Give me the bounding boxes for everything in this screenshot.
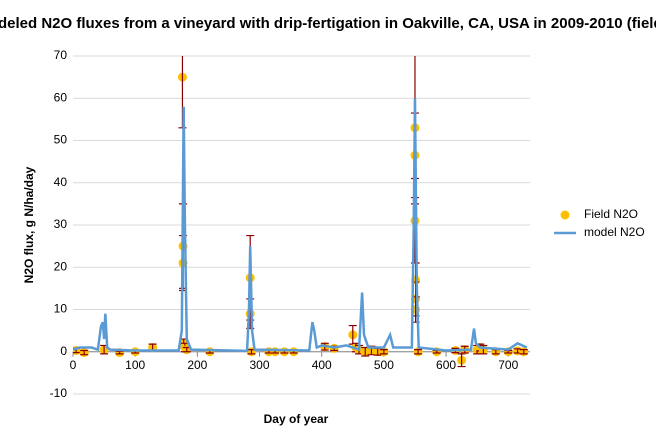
error-bar [519,349,528,355]
error-bar [379,349,388,355]
error-bar [115,350,124,355]
x-tick-label: 700 [498,358,518,372]
x-tick-label: 500 [374,358,394,372]
chart-title: deled N2O fluxes from a vineyard with dr… [0,15,656,32]
x-tick-label: 400 [312,358,332,372]
legend-label: Field N2O [584,207,638,221]
x-tick-label: 600 [436,358,456,372]
x-tick-label: 0 [70,358,77,372]
x-axis-title: Day of year [264,412,329,426]
error-bar [80,349,89,356]
y-tick-label: 40 [54,175,68,189]
y-tick-label: 20 [54,259,68,273]
y-tick-label: 0 [60,344,67,358]
model-line [73,98,528,353]
y-tick-label: -10 [50,386,68,400]
y-tick-label: 70 [54,48,68,62]
x-tick-label: 100 [125,358,145,372]
legend-label: model N2O [584,225,645,239]
y-tick-label: 30 [54,217,68,231]
y-axis-title: N2O flux, g N/ha/day [22,166,36,283]
x-tick-label: 300 [250,358,270,372]
error-bar [414,349,423,355]
legend-marker [560,210,570,220]
x-tick-label: 200 [187,358,207,372]
y-tick-label: 60 [54,90,68,104]
y-tick-label: 50 [54,133,68,147]
y-tick-label: 10 [54,302,68,316]
